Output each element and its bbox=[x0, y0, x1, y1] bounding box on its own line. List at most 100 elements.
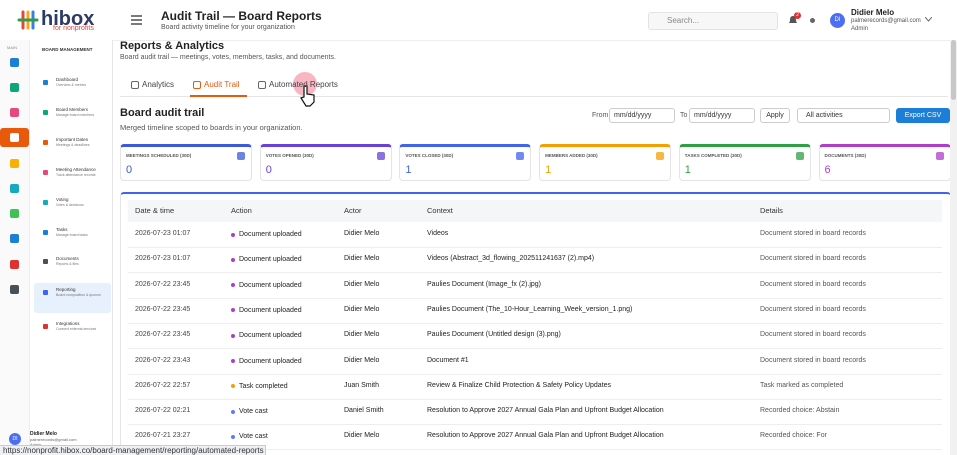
menu-button[interactable] bbox=[131, 15, 142, 25]
action-dot bbox=[231, 257, 235, 262]
sidebar-label: Reporting bbox=[56, 287, 76, 292]
table-row bbox=[128, 248, 942, 274]
stat-icon bbox=[237, 152, 245, 160]
scroll-thumb[interactable] bbox=[951, 40, 956, 100]
sidebar-sub: Connect external services bbox=[56, 327, 97, 331]
column-header: Date & time bbox=[135, 206, 175, 215]
time: 2026-07-22 02:21 bbox=[135, 407, 191, 415]
sidebar-user-role: Admin bbox=[30, 442, 41, 447]
icon-rail bbox=[0, 40, 30, 455]
sidebar-icon bbox=[43, 230, 48, 235]
action: Document uploaded bbox=[239, 231, 302, 238]
sidebar-item[interactable]: Meeting Attendance Track attendance recor… bbox=[34, 163, 111, 185]
user-email: palmerecords@gmail.com bbox=[851, 18, 921, 24]
to-date[interactable]: mm/dd/yyyy bbox=[689, 108, 755, 123]
sidebar-label: Important Dates bbox=[56, 137, 89, 142]
sidebar-icon bbox=[43, 259, 48, 264]
page-subtitle: Board audit trail — meetings, votes, mem… bbox=[120, 54, 336, 61]
table-row bbox=[128, 400, 942, 426]
action: Document uploaded bbox=[239, 306, 302, 314]
sidebar-item[interactable]: Voting Votes & decisions bbox=[34, 193, 111, 215]
apply-button[interactable]: Apply bbox=[760, 108, 790, 123]
stat-card: VOTES CLOSED (30D) 1 bbox=[399, 144, 532, 181]
rail-icon[interactable] bbox=[10, 260, 19, 269]
status-bar: https://nonprofit.hibox.co/board-managem… bbox=[0, 445, 266, 455]
rail-icon[interactable] bbox=[10, 58, 19, 67]
sidebar-label: Voting bbox=[56, 197, 69, 202]
stat-value: 6 bbox=[824, 164, 831, 176]
context: Resolution to Approve 2027 Annual Gala P… bbox=[427, 432, 664, 440]
actor: Didier Melo bbox=[344, 356, 380, 364]
from-date[interactable]: mm/dd/yyyy bbox=[609, 108, 675, 123]
tab-underline bbox=[190, 95, 247, 97]
tab-label: Analytics bbox=[142, 80, 175, 89]
stat-value: 1 bbox=[545, 164, 552, 176]
sidebar-sub: Meetings & deadlines bbox=[56, 143, 90, 147]
stat-label: VOTES CLOSED (30D) bbox=[405, 153, 454, 158]
brand-tagline: for nonprofits bbox=[53, 25, 94, 32]
rail-icon[interactable] bbox=[10, 83, 19, 92]
rail-icon[interactable] bbox=[10, 108, 19, 117]
header-title: Audit Trail — Board Reports bbox=[161, 9, 322, 23]
export-button[interactable]: Export CSV bbox=[896, 108, 950, 123]
logo-icon bbox=[17, 10, 39, 30]
rail-icon[interactable] bbox=[10, 234, 19, 243]
stat-icon bbox=[516, 152, 525, 160]
time: 2026-07-22 22:57 bbox=[135, 381, 191, 389]
sidebar-active bbox=[34, 283, 111, 313]
rail-icon[interactable] bbox=[10, 285, 19, 294]
time: 2026-07-22 23:43 bbox=[135, 356, 191, 364]
details: Recorded choice: For bbox=[760, 432, 827, 440]
stat-icon bbox=[795, 152, 804, 160]
actor: Didier Melo bbox=[344, 432, 380, 440]
details: Document stored in board records bbox=[760, 280, 866, 288]
user-menu-caret[interactable] bbox=[925, 17, 932, 22]
page-title: Reports & Analytics bbox=[120, 40, 225, 52]
sidebar-item[interactable]: Dashboard Overview & metrics bbox=[34, 73, 111, 95]
settings-icon[interactable] bbox=[810, 18, 815, 23]
table-row bbox=[128, 324, 942, 350]
sidebar-item[interactable]: Reporting Board composition & quorum bbox=[34, 283, 111, 313]
tab-icon bbox=[131, 81, 139, 89]
context: Document #1 bbox=[427, 356, 469, 364]
sidebar-item[interactable]: Important Dates Meetings & deadlines bbox=[34, 133, 111, 155]
rail-icon[interactable] bbox=[10, 133, 19, 142]
time: 2026-07-23 01:07 bbox=[135, 230, 191, 237]
details: Document stored in board records bbox=[760, 255, 866, 263]
rail-icon[interactable] bbox=[10, 184, 19, 193]
sidebar-item[interactable]: Documents Reports & files bbox=[34, 252, 111, 274]
search-input[interactable]: Search... bbox=[648, 12, 778, 30]
sidebar-sub: Track attendance records bbox=[56, 173, 96, 177]
to-label: To bbox=[680, 112, 688, 119]
brand-name: hibox bbox=[41, 8, 95, 30]
stat-card: MEMBERS ADDED (30D) 1 bbox=[539, 144, 672, 181]
column-header: Actor bbox=[344, 206, 362, 215]
sidebar-item[interactable]: Tasks Manage board tasks bbox=[34, 223, 111, 245]
stat-value: 0 bbox=[126, 164, 133, 176]
sidebar-user-email: palmerecords@gmail.com bbox=[30, 437, 77, 442]
stat-card: DOCUMENTS (30D) 6 bbox=[818, 144, 951, 181]
action: Document uploaded bbox=[239, 281, 302, 289]
stat-value: 1 bbox=[405, 164, 412, 176]
context: Review & Finalize Child Protection & Saf… bbox=[427, 381, 612, 389]
tab-icon bbox=[258, 81, 266, 89]
avatar[interactable]: DI bbox=[830, 13, 845, 28]
sidebar-label: Board Members bbox=[56, 107, 89, 112]
sidebar-label: Integrations bbox=[56, 321, 80, 326]
action: Document uploaded bbox=[239, 357, 302, 365]
column-header: Action bbox=[231, 206, 252, 215]
sidebar-item[interactable]: Integrations Connect external services bbox=[34, 317, 111, 339]
sidebar-sub: Manage board members bbox=[56, 113, 95, 117]
activity-filter[interactable]: All activities bbox=[797, 108, 890, 123]
rail-icon[interactable] bbox=[10, 159, 19, 168]
header-subtitle: Board activity timeline for your organiz… bbox=[161, 24, 295, 31]
sidebar-icon bbox=[43, 200, 48, 205]
details: Recorded choice: Abstain bbox=[760, 407, 840, 415]
time: 2026-07-22 23:45 bbox=[135, 331, 191, 339]
column-header: Details bbox=[760, 206, 783, 215]
action-dot bbox=[231, 232, 235, 237]
table-row bbox=[128, 350, 942, 375]
rail-icon[interactable] bbox=[10, 209, 19, 218]
scrollbar bbox=[950, 40, 957, 455]
sidebar-item[interactable]: Board Members Manage board members bbox=[34, 103, 111, 125]
